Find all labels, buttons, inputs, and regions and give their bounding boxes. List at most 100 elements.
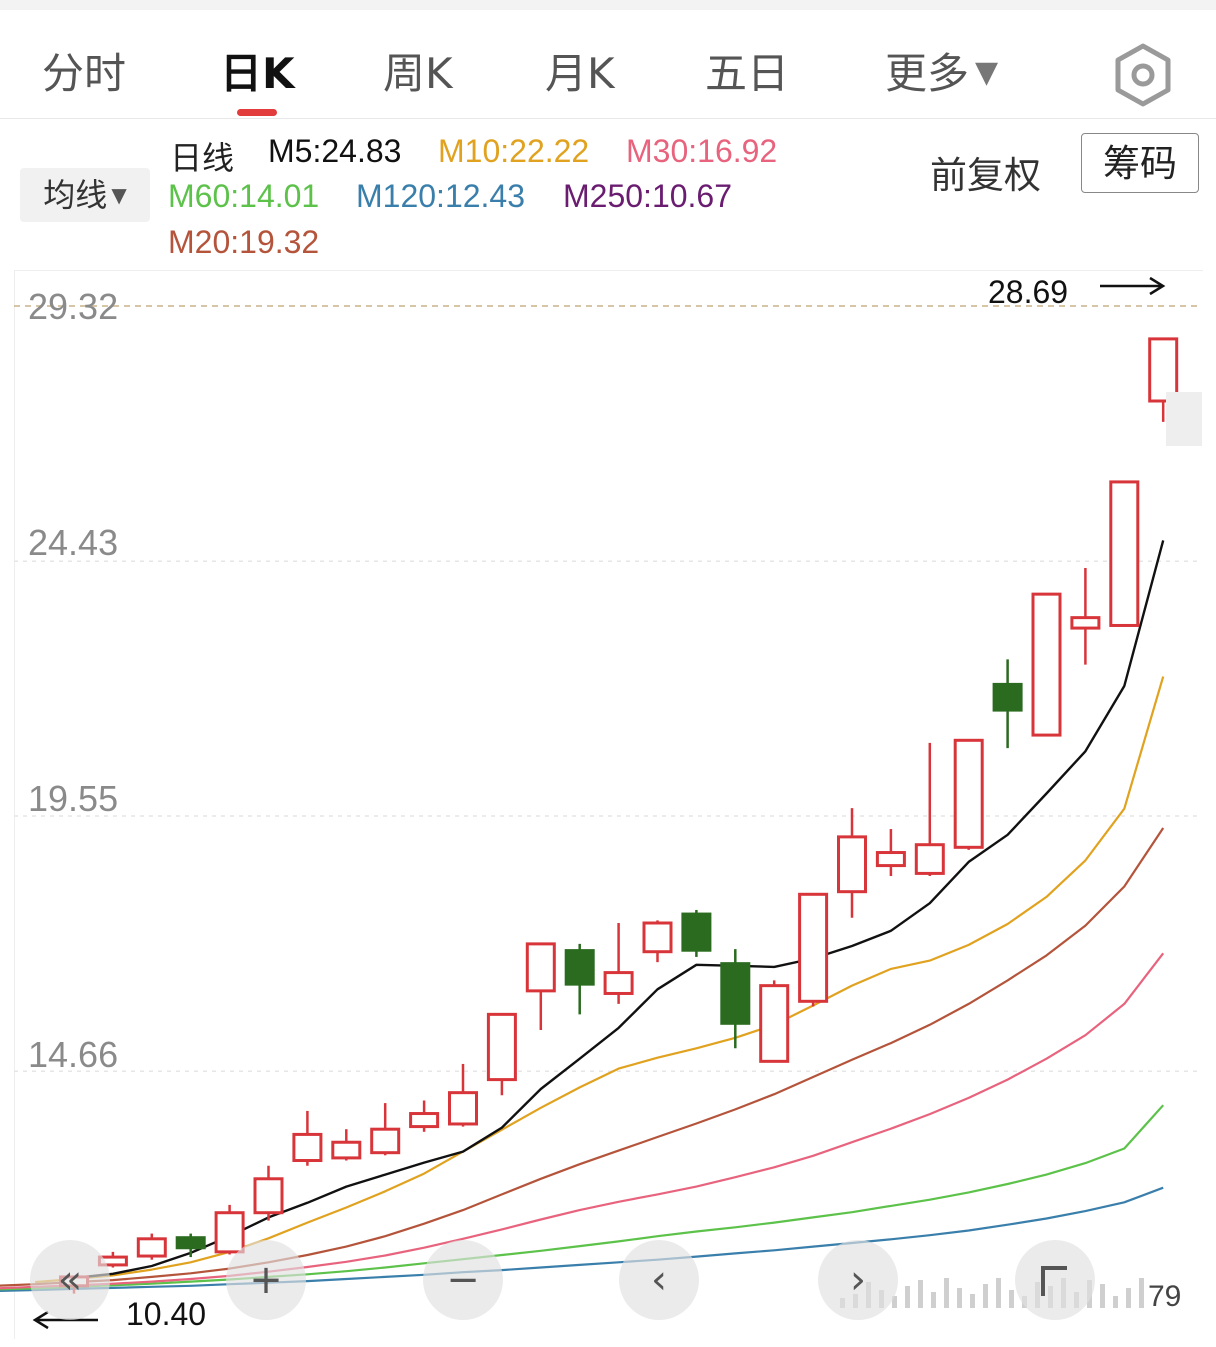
candle bbox=[136, 1233, 167, 1260]
candle bbox=[681, 909, 712, 957]
ma-line-m5 bbox=[73, 540, 1165, 1280]
candle-body-up bbox=[1148, 337, 1179, 403]
minus-icon: − bbox=[446, 1257, 480, 1303]
ma-line-m20 bbox=[0, 827, 1165, 1287]
max-price-label: 28.69 bbox=[988, 274, 1069, 310]
candle bbox=[798, 892, 829, 1007]
candle-body-up bbox=[837, 835, 867, 894]
tab-intraday[interactable]: 分时 bbox=[42, 49, 127, 98]
y-tick-label: 19.55 bbox=[28, 778, 119, 819]
fullscreen-button[interactable] bbox=[1015, 1240, 1095, 1320]
volume-bar bbox=[1126, 1288, 1131, 1308]
candle-body-up bbox=[409, 1112, 440, 1129]
chart-grid bbox=[14, 305, 1202, 1073]
candle-body-up bbox=[292, 1132, 323, 1163]
scroll-indicator bbox=[1166, 392, 1202, 446]
candle-body-up bbox=[603, 971, 634, 995]
candle-body-up bbox=[331, 1140, 362, 1160]
candle-body-down bbox=[992, 682, 1023, 712]
plus-icon: + bbox=[249, 1257, 283, 1303]
candle bbox=[837, 808, 867, 918]
tab-monthly-k[interactable]: 月K bbox=[545, 49, 615, 98]
candle-body-up bbox=[759, 984, 790, 1063]
chips-button[interactable]: 筹码 bbox=[1081, 133, 1199, 193]
candle-body-up bbox=[798, 892, 829, 1003]
candle-body-up bbox=[1070, 616, 1101, 630]
candle-body-up bbox=[136, 1237, 167, 1258]
ma-legend-m30: M30:16.92 bbox=[626, 133, 778, 169]
volume-value: 79 bbox=[1148, 1280, 1182, 1313]
candle bbox=[448, 1063, 478, 1127]
candle-body-up bbox=[1109, 480, 1140, 627]
candle-body-up bbox=[448, 1091, 478, 1126]
ma-line-m60 bbox=[0, 1104, 1165, 1291]
candle-body-up bbox=[486, 1012, 517, 1082]
candle bbox=[175, 1233, 206, 1258]
candle bbox=[292, 1110, 323, 1166]
candle bbox=[720, 949, 751, 1049]
ma-selector-label: 均线 bbox=[43, 176, 108, 214]
double-chevron-left-icon: « bbox=[57, 1257, 83, 1303]
candles bbox=[59, 337, 1179, 1294]
volume-bar bbox=[1139, 1278, 1144, 1308]
ma-legend-m10: M10:22.22 bbox=[438, 133, 590, 169]
active-tab-indicator bbox=[237, 109, 277, 116]
tab-five-day[interactable]: 五日 bbox=[705, 49, 790, 98]
ma-legend-m120: M120:12.43 bbox=[356, 178, 526, 214]
tab-daily-k[interactable]: 日K bbox=[220, 49, 295, 98]
volume-bar bbox=[970, 1294, 975, 1308]
candle-body-down bbox=[175, 1236, 206, 1250]
candle bbox=[1148, 337, 1179, 422]
ma-legend-m60: M60:14.01 bbox=[168, 178, 320, 214]
volume-bar bbox=[944, 1278, 949, 1308]
candle bbox=[875, 829, 906, 877]
adjustment-selector[interactable]: 前复权 bbox=[930, 154, 1041, 197]
candle-body-up bbox=[253, 1177, 284, 1215]
candle-body-up bbox=[953, 738, 984, 849]
ma-line-m10 bbox=[35, 676, 1165, 1284]
arrowhead-left-icon bbox=[32, 1310, 49, 1330]
tab-more[interactable]: 更多 ▼ bbox=[885, 40, 998, 101]
hexagon-settings-icon bbox=[1115, 43, 1171, 107]
tab-weekly-k[interactable]: 周K bbox=[383, 49, 453, 98]
candle-body-up bbox=[525, 942, 556, 993]
arrowhead-right-icon bbox=[1149, 276, 1166, 296]
ma-legend-m250: M250:10.67 bbox=[563, 178, 733, 214]
ma-legend-m5: M5:24.83 bbox=[268, 133, 402, 169]
y-tick-label: 24.43 bbox=[28, 522, 119, 563]
min-price-label: 10.40 bbox=[126, 1296, 207, 1332]
corner-bracket-icon bbox=[1041, 1266, 1067, 1296]
volume-bar bbox=[983, 1284, 988, 1308]
candle bbox=[1070, 568, 1101, 665]
candle-body-up bbox=[875, 851, 906, 868]
candle bbox=[953, 738, 984, 850]
candle bbox=[914, 742, 945, 877]
candle bbox=[409, 1100, 440, 1132]
candle-body-down bbox=[564, 949, 595, 986]
status-strip bbox=[0, 0, 1216, 10]
volume-bar bbox=[1009, 1290, 1014, 1308]
scroll-right-button[interactable]: › bbox=[818, 1240, 898, 1320]
candle-body-up bbox=[1031, 592, 1062, 737]
zoom-in-button[interactable]: + bbox=[226, 1240, 306, 1320]
y-tick-label: 29.32 bbox=[28, 286, 119, 327]
ma-legend-m20: M20:19.32 bbox=[168, 224, 320, 260]
zoom-out-button[interactable]: − bbox=[423, 1240, 503, 1320]
candle bbox=[759, 980, 790, 1063]
y-tick-label: 14.66 bbox=[28, 1034, 119, 1075]
scroll-to-start-button[interactable]: « bbox=[30, 1240, 110, 1320]
chevron-right-icon: › bbox=[850, 1257, 866, 1303]
scroll-left-button[interactable]: ‹ bbox=[619, 1240, 699, 1320]
settings-button[interactable] bbox=[1110, 38, 1176, 114]
volume-bar bbox=[918, 1280, 923, 1308]
candle bbox=[1109, 480, 1140, 627]
candle-body-down bbox=[681, 912, 712, 952]
candle-body-up bbox=[370, 1127, 401, 1155]
candle bbox=[1031, 592, 1062, 737]
volume-bar bbox=[957, 1288, 962, 1308]
candle bbox=[642, 920, 673, 963]
candle bbox=[370, 1103, 401, 1156]
ma-line-m120 bbox=[0, 1186, 1164, 1293]
ma-selector-button[interactable]: 均线 ▼ bbox=[20, 168, 150, 222]
